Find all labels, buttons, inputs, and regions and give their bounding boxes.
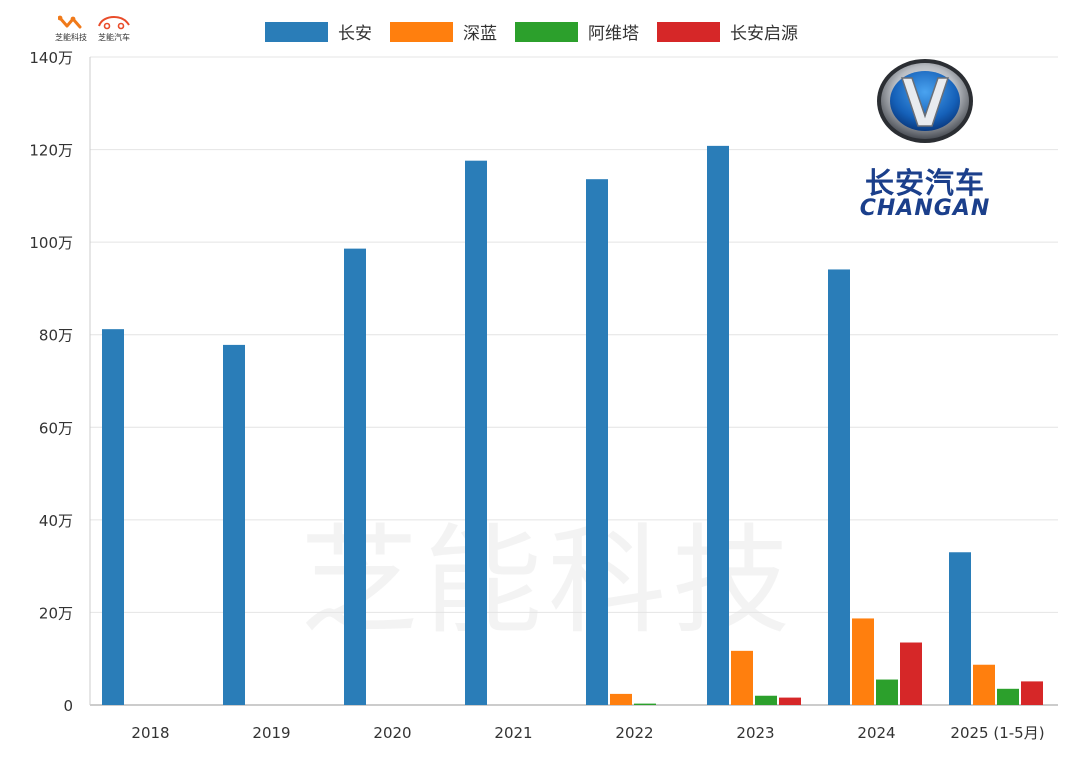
- bar-0-3: [465, 160, 487, 705]
- bar-3-6: [900, 642, 922, 705]
- legend-item-avatr: 阿维塔: [515, 19, 639, 44]
- zhineng-tech-label: 芝能科技: [55, 33, 87, 42]
- zhineng-tech-logo-icon: [58, 15, 82, 29]
- y-tick-label: 140万: [29, 49, 73, 67]
- bar-0-6: [828, 269, 850, 705]
- x-tick-label: 2022: [615, 724, 653, 742]
- bar-1-4: [610, 693, 632, 705]
- bar-2-7: [997, 688, 1019, 705]
- x-tick-label: 2020: [373, 724, 411, 742]
- bar-1-5: [731, 650, 753, 705]
- y-tick-label: 0: [63, 697, 73, 715]
- legend-item-qiyuan: 长安启源: [657, 19, 798, 44]
- x-tick-label: 2025 (1-5月): [950, 724, 1044, 742]
- legend: 长安 深蓝 阿维塔 长安启源: [265, 19, 816, 44]
- x-tick-label: 2021: [494, 724, 532, 742]
- bar-2-6: [876, 679, 898, 705]
- y-tick-label: 40万: [39, 512, 73, 530]
- bar-1-7: [973, 664, 995, 705]
- legend-label-deepal: 深蓝: [463, 24, 497, 44]
- y-tick-label: 120万: [29, 142, 73, 160]
- bar-2-5: [755, 695, 777, 705]
- zhineng-auto-label: 芝能汽车: [98, 33, 130, 42]
- bar-3-7: [1021, 681, 1043, 705]
- bar-0-2: [344, 248, 366, 705]
- bar-0-7: [949, 552, 971, 705]
- bar-0-1: [223, 344, 245, 705]
- changan-logo-en: CHANGAN: [859, 196, 991, 221]
- x-tick-label: 2023: [736, 724, 774, 742]
- bar-0-5: [707, 145, 729, 705]
- zhineng-tech-logo: 芝能科技: [55, 14, 87, 43]
- legend-label-qiyuan: 长安启源: [730, 24, 798, 44]
- legend-swatch-changan: [265, 21, 328, 42]
- legend-swatch-avatr: [515, 21, 578, 42]
- bar-2-4: [634, 703, 656, 705]
- legend-label-avatr: 阿维塔: [588, 24, 639, 44]
- changan-v-emblem-icon: [877, 59, 973, 143]
- y-tick-label: 20万: [39, 604, 73, 622]
- x-tick-label: 2018: [131, 724, 169, 742]
- brand-logos: 芝能科技 芝能汽车: [55, 14, 131, 43]
- x-tick-label: 2024: [857, 724, 895, 742]
- legend-label-changan: 长安: [338, 24, 372, 44]
- x-tick-label: 2019: [252, 724, 290, 742]
- bar-0-4: [586, 179, 608, 706]
- legend-item-deepal: 深蓝: [390, 19, 497, 44]
- bar-0-0: [102, 329, 124, 705]
- changan-logo-cn: 长安汽车: [864, 166, 985, 200]
- zhineng-auto-logo: 芝能汽车: [97, 14, 131, 43]
- changan-logo: 长安汽车 CHANGAN: [850, 58, 1000, 221]
- legend-item-changan: 长安: [265, 19, 372, 44]
- bar-3-5: [779, 697, 801, 705]
- y-tick-label: 80万: [39, 327, 73, 345]
- car-outline-icon: [98, 15, 130, 30]
- y-tick-label: 100万: [29, 234, 73, 252]
- legend-swatch-deepal: [390, 21, 453, 42]
- y-tick-label: 60万: [39, 419, 73, 437]
- bar-1-6: [852, 618, 874, 705]
- legend-swatch-qiyuan: [657, 21, 720, 42]
